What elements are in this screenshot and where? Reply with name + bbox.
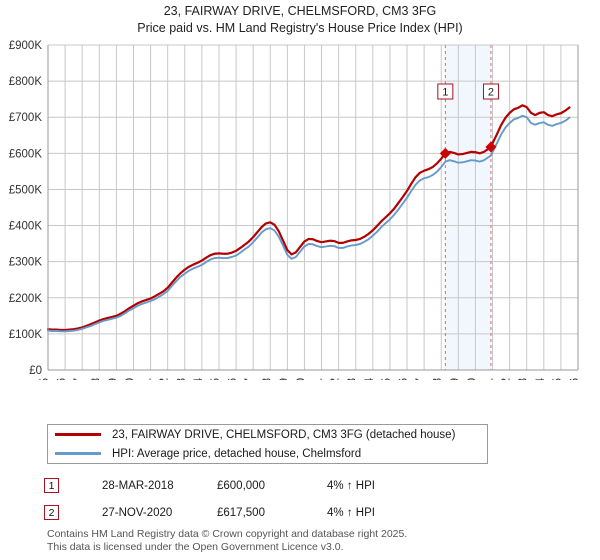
x-axis-tick-label: 2025 [552,378,564,380]
marker-badge-label-1: 1 [442,87,448,99]
title-line-secondary: Price paid vs. HM Land Registry's House … [137,21,463,35]
attribution-footer: Contains HM Land Registry data © Crown c… [47,528,587,553]
footer-licence: This data is licensed under the Open Gov… [47,540,344,553]
x-axis-tick-label: 2010 [295,378,307,380]
x-axis-tick-label: 2007 [244,378,256,380]
series-line-hpi [47,114,571,333]
y-axis-tick-label: £700K [9,112,43,124]
x-axis-tick-label: 1997 [73,378,85,380]
transaction-price-1: £600,000 [217,479,265,492]
x-axis-tick-label: 2023 [518,378,530,380]
y-axis-tick-label: £500K [9,184,43,196]
x-axis-tick-label: 2013 [347,378,359,380]
x-axis-tick-label: 2000 [124,378,136,380]
x-axis-tick-label: 2019 [449,378,461,380]
footer-copyright: Contains HM Land Registry data © Crown c… [47,528,408,540]
x-axis-tick-label: 1996 [56,378,68,380]
page-title: 23, FAIRWAY DRIVE, CHELMSFORD, CM3 3FG P… [0,3,600,37]
transaction-badge-1: 1 [44,478,59,493]
series-line-price-paid [46,104,571,332]
x-axis-tick-label: 2014 [364,377,376,380]
chart-plot-area: £0 £100K £200K £300K £400K £500K £600K £700K £80… [0,40,600,380]
x-axis-tick-label: 1998 [90,378,102,380]
legend-label-price-paid: 23, FAIRWAY DRIVE, CHELMSFORD, CM3 3FG (… [112,428,456,441]
x-axis-tick-label: 2005 [210,378,222,380]
legend-item-price-paid: 23, FAIRWAY DRIVE, CHELMSFORD, CM3 3FG (… [48,425,487,444]
x-axis-tick-label: 2004 [193,377,205,380]
y-axis-tick-label: £800K [9,76,43,88]
table-row: 1 28-MAR-2018 £600,000 4% ↑ HPI [44,472,514,499]
transaction-marker-2[interactable] [485,141,497,153]
x-axis-tick-label: 2018 [432,378,444,380]
x-axis-tick-label: 2022 [501,378,513,380]
x-axis-tick-label: 2008 [261,378,273,380]
x-axis-tick-label: 2003 [176,378,188,380]
x-axis-tick-label: 2001 [142,378,154,380]
legend-swatch-price-paid [55,433,101,436]
transaction-date-2: 27-NOV-2020 [102,506,173,519]
chart-legend: 23, FAIRWAY DRIVE, CHELMSFORD, CM3 3FG (… [47,424,488,464]
price-hpi-line-chart: £0 £100K £200K £300K £400K £500K £600K £700K £80… [9,40,581,380]
x-axis-tick-label: 2026 [569,378,581,380]
x-axis-tick-label: 2015 [381,378,393,380]
legend-label-hpi: HPI: Average price, detached house, Chel… [112,447,362,460]
x-axis-tick-label: 2002 [159,378,171,380]
table-row: 2 27-NOV-2020 £617,500 4% ↑ HPI [44,499,514,526]
x-axis-tick-label: 2021 [484,378,496,380]
y-axis-tick-label: £300K [9,257,43,269]
y-axis-tick-label: £100K [9,329,43,341]
y-axis-tick-label: £400K [9,221,43,233]
transaction-date-1: 28-MAR-2018 [102,479,174,492]
x-axis-tick-label: 2006 [227,378,239,380]
x-axis-tick-label: 1995 [39,378,51,380]
x-axis-tick-label: 2024 [535,377,547,380]
x-axis-tick-label: 2012 [330,378,342,380]
marker-badge-box-1 [437,83,454,100]
y-axis-tick-label: £900K [9,40,43,52]
x-axis-tick-label: 1999 [107,378,119,380]
y-axis-tick-label: £200K [9,293,43,305]
marker-badge-box-2 [482,83,499,100]
legend-swatch-hpi [55,452,101,455]
x-axis-tick-label: 2009 [278,378,290,380]
title-line-primary: 23, FAIRWAY DRIVE, CHELMSFORD, CM3 3FG [163,4,437,18]
transaction-hpi-delta-1: 4% ↑ HPI [327,479,375,492]
transaction-marker-1[interactable] [439,147,451,159]
transaction-price-2: £617,500 [217,506,265,519]
x-axis-tick-label: 2020 [466,378,478,380]
y-axis-tick-label: £0 [29,365,42,377]
legend-item-hpi: HPI: Average price, detached house, Chel… [48,444,487,463]
transaction-hpi-delta-2: 4% ↑ HPI [327,506,375,519]
transactions-table: 1 28-MAR-2018 £600,000 4% ↑ HPI 2 27-NOV… [44,472,514,526]
x-axis-tick-label: 2017 [415,378,427,380]
transaction-badge-2: 2 [44,505,59,520]
y-axis-tick-label: £600K [9,148,43,160]
x-axis-tick-label: 2011 [313,378,325,380]
marker-badge-label-2: 2 [488,87,494,99]
x-axis-tick-label: 2016 [398,378,410,380]
